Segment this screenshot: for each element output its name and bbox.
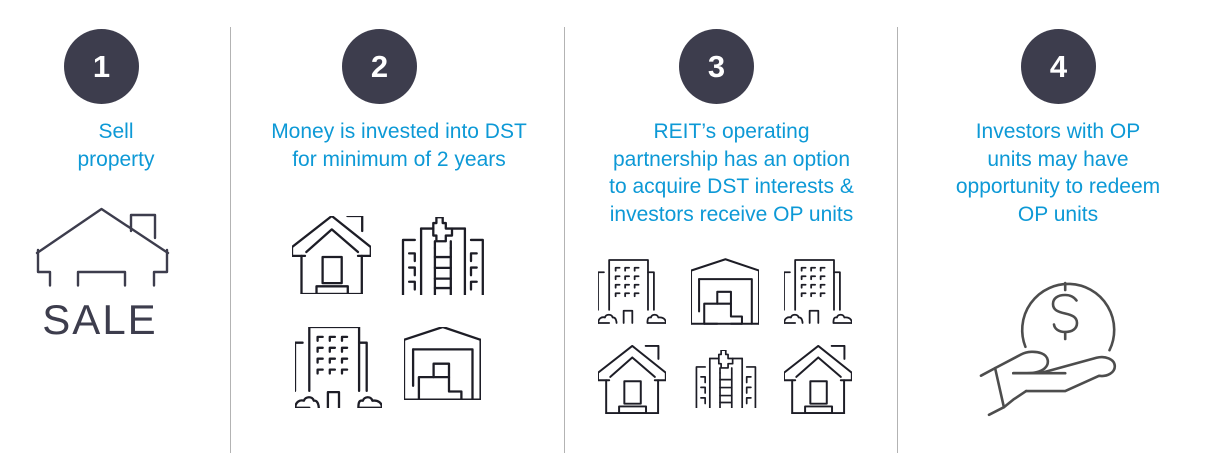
svg-text:SALE: SALE [42, 296, 157, 343]
